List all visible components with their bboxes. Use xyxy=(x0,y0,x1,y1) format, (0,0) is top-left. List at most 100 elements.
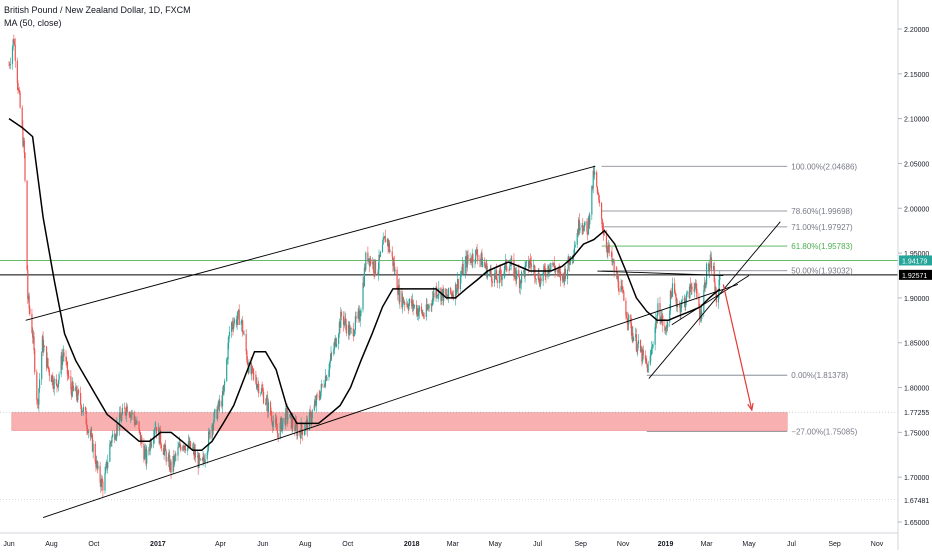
candle-body xyxy=(187,441,190,446)
candle-body xyxy=(330,353,332,360)
candle-body xyxy=(664,325,666,331)
candle-body xyxy=(655,319,658,324)
candle-body xyxy=(310,418,313,422)
candle-body xyxy=(18,90,21,93)
candle-body xyxy=(100,478,103,488)
candle-body xyxy=(43,346,45,352)
candle-body xyxy=(694,286,696,291)
candle-body xyxy=(280,417,282,423)
candle-body xyxy=(324,375,327,387)
candle-body xyxy=(287,417,289,420)
candle-body xyxy=(81,411,83,413)
candle-body xyxy=(13,39,15,43)
candle-body xyxy=(167,456,169,462)
candle-body xyxy=(464,260,466,275)
candle-body xyxy=(597,193,599,195)
candle-body xyxy=(150,443,153,447)
candle-body xyxy=(568,262,571,265)
candle-body xyxy=(555,269,557,273)
candle-body xyxy=(119,412,121,419)
projection-arrow xyxy=(722,284,753,411)
candle-body xyxy=(121,407,123,415)
candle-body xyxy=(709,259,711,268)
candle-body xyxy=(409,298,411,304)
candle-body xyxy=(545,275,547,277)
candle-body xyxy=(404,302,406,305)
candle-body xyxy=(84,406,87,411)
candle-body xyxy=(261,388,263,391)
candle-body xyxy=(270,413,272,417)
candle-body xyxy=(603,234,605,236)
candle-body xyxy=(194,450,196,458)
candle-body xyxy=(447,287,450,298)
candle-body xyxy=(693,289,695,291)
candle-body xyxy=(32,332,34,338)
candle-body xyxy=(704,282,706,288)
candle-body xyxy=(649,355,651,365)
candle-body xyxy=(343,321,345,325)
candle-body xyxy=(260,388,263,394)
candle-body xyxy=(102,481,104,491)
candle-body xyxy=(45,346,48,368)
candle-body xyxy=(37,401,39,405)
candle-body xyxy=(384,236,386,243)
candle-body xyxy=(185,448,187,451)
candle-body xyxy=(42,336,44,352)
candle-body xyxy=(235,319,238,325)
candle-body xyxy=(397,289,399,295)
candle-body xyxy=(479,260,481,261)
candle-body xyxy=(467,254,469,260)
candle-body xyxy=(406,303,409,308)
chart-legend: British Pound / New Zealand Dollar, 1D, … xyxy=(4,4,191,30)
candle-body xyxy=(514,267,516,277)
candle-body xyxy=(646,364,649,373)
candle-body xyxy=(516,270,518,280)
candle-body xyxy=(241,320,243,322)
candle-body xyxy=(294,426,296,431)
candle-body xyxy=(486,271,489,278)
candle-body xyxy=(85,410,87,425)
candle-body xyxy=(477,254,479,261)
candle-body xyxy=(558,269,560,272)
candle-body xyxy=(657,303,659,315)
candle-body xyxy=(243,333,245,335)
candle-body xyxy=(323,385,325,387)
candle-body xyxy=(148,449,151,451)
candle-body xyxy=(509,264,512,267)
price-tag-bg xyxy=(899,269,932,280)
candle-body xyxy=(120,418,122,421)
candle-body xyxy=(608,244,610,253)
candle-body xyxy=(637,340,640,345)
candle-body xyxy=(313,404,315,411)
candle-body xyxy=(335,343,338,347)
fib-level-label: 78.60%(1.99698) xyxy=(791,207,853,216)
candle-body xyxy=(591,185,594,189)
candle-body xyxy=(189,441,191,448)
candle-body xyxy=(403,302,405,304)
candle-body xyxy=(664,328,667,331)
candle-body xyxy=(581,225,583,228)
candle-body xyxy=(587,217,589,235)
candle-body xyxy=(348,324,350,336)
candle-body xyxy=(683,298,685,301)
candle-body xyxy=(228,336,230,343)
candle-body xyxy=(607,247,609,253)
candle-body xyxy=(41,352,43,380)
candle-body xyxy=(626,315,628,319)
candle-body xyxy=(530,259,532,264)
candle-body xyxy=(349,327,352,329)
candle-body xyxy=(133,412,135,420)
candle-body xyxy=(342,316,345,325)
y-tick-label: 2.20000 xyxy=(904,27,929,34)
candle-body xyxy=(618,288,620,293)
candle-body xyxy=(431,298,434,306)
candle-body xyxy=(617,276,619,289)
y-tick-label: 2.05000 xyxy=(904,161,929,168)
candle-body xyxy=(262,390,264,392)
candle-body xyxy=(354,330,356,335)
candle-body xyxy=(333,342,336,350)
candle-body xyxy=(353,334,355,337)
candle-body xyxy=(104,473,106,491)
candle-body xyxy=(41,336,43,353)
